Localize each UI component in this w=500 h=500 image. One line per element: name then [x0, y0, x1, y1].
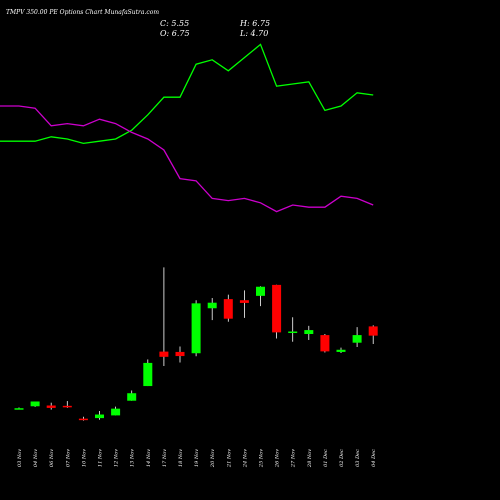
x-tick-label: 25 Nov: [259, 449, 265, 468]
open-value: O: 6.75: [160, 29, 190, 38]
x-tick-label: 26 Nov: [275, 449, 281, 468]
indicator-line-2: [0, 105, 374, 213]
candle-body: [127, 393, 137, 401]
candle-04-nov: [30, 401, 40, 407]
candle-body: [175, 351, 185, 357]
x-tick-label: 04 Nov: [33, 449, 39, 467]
chart-title: TMPV 350.00 PE Options Chart MunafaSutra…: [6, 9, 160, 16]
candle-body: [320, 335, 330, 352]
candle-body: [78, 418, 88, 421]
candle-03-dec: [352, 327, 362, 348]
candle-body: [143, 362, 153, 387]
candle-body: [336, 349, 346, 352]
candle-body: [95, 414, 104, 419]
x-tick-label: 24 Nov: [242, 449, 248, 468]
candle-14-nov: [143, 359, 153, 387]
candle-body: [304, 330, 314, 335]
indicator-line-1: [0, 43, 374, 145]
x-tick-label: 19 Nov: [194, 449, 200, 467]
candle-20-nov: [207, 298, 217, 321]
x-tick-label: 17 Nov: [162, 449, 168, 467]
candle-18-nov: [175, 346, 185, 363]
candle-body: [111, 408, 121, 416]
x-tick-label: 03 Nov: [17, 449, 23, 467]
candle-body: [207, 302, 217, 309]
x-tick-label: 10 Nov: [81, 449, 87, 467]
candle-body: [352, 335, 362, 343]
candle-body: [14, 408, 24, 410]
candle-17-nov: [159, 267, 169, 367]
x-tick-label: 02 Dec: [339, 449, 345, 467]
candle-06-nov: [46, 402, 56, 410]
candle-25-nov: [256, 286, 265, 307]
candle-body: [288, 331, 298, 334]
candle-body: [223, 299, 233, 319]
candle-24-nov: [239, 290, 249, 318]
candle-11-nov: [95, 411, 104, 420]
x-tick-label: 03 Dec: [355, 449, 361, 467]
x-tick-label: 07 Nov: [65, 449, 71, 467]
x-tick-label: 06 Nov: [49, 449, 55, 467]
candle-body: [46, 405, 56, 408]
close-value: C: 5.55: [160, 19, 190, 28]
candle-03-nov: [14, 407, 24, 410]
x-axis-labels: 03 Nov 04 Nov 06 Nov 07 Nov 10 Nov 11 Nov 12 N…: [17, 449, 377, 468]
candle-12-nov: [111, 406, 121, 416]
high-value: H: 6.75: [240, 19, 271, 28]
candle-body: [256, 286, 265, 296]
x-tick-label: 20 Nov: [210, 449, 216, 468]
candle-26-nov: [272, 284, 282, 339]
x-tick-label: 12 Nov: [114, 449, 120, 467]
x-tick-label: 28 Nov: [307, 449, 313, 468]
candle-body: [62, 405, 72, 408]
low-value: L: 4.70: [240, 29, 269, 38]
x-tick-label: 27 Nov: [291, 449, 297, 468]
candle-28-nov: [304, 325, 314, 340]
candle-body: [191, 303, 201, 354]
candle-body: [159, 351, 169, 357]
candle-01-dec: [320, 334, 330, 353]
candle-10-nov: [78, 416, 88, 421]
candle-body: [272, 284, 282, 333]
candle-body: [239, 300, 249, 303]
candle-04-dec: [368, 325, 378, 345]
x-tick-label: 01 Dec: [323, 449, 329, 467]
x-tick-label: 14 Nov: [146, 449, 152, 467]
candle-07-nov: [62, 401, 72, 408]
candles: [14, 267, 378, 421]
indicator-lines: [0, 43, 374, 213]
candle-02-dec: [336, 347, 346, 354]
candle-13-nov: [127, 390, 137, 401]
candle-body: [30, 401, 40, 407]
candle-body: [368, 326, 378, 336]
x-tick-label: 11 Nov: [98, 449, 104, 467]
candle-19-nov: [191, 300, 201, 357]
x-tick-label: 18 Nov: [178, 449, 184, 467]
x-tick-label: 21 Nov: [226, 449, 232, 468]
candle-27-nov: [288, 317, 298, 342]
x-tick-label: 04 Dec: [371, 449, 377, 467]
candle-21-nov: [223, 294, 233, 322]
x-tick-label: 13 Nov: [130, 449, 136, 467]
